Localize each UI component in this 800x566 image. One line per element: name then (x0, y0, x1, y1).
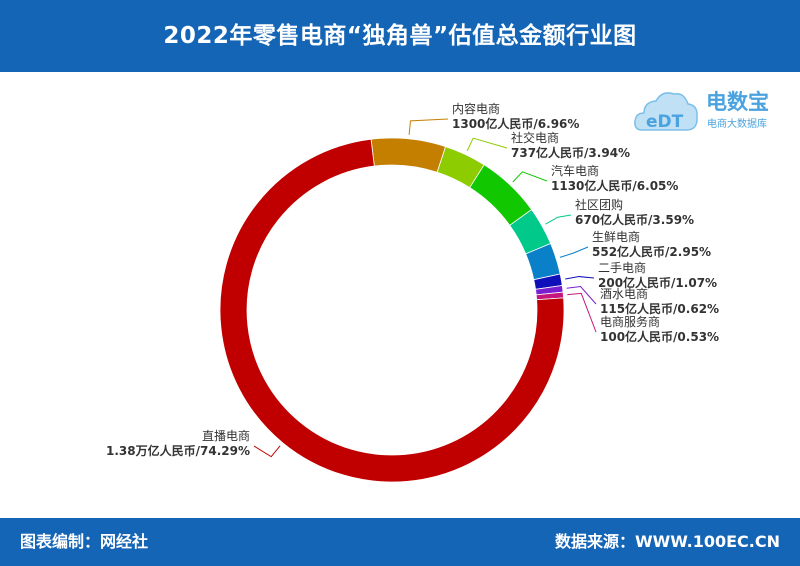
leader-line-2 (512, 171, 548, 183)
slice-label-value-7: 100亿人民币/0.53% (600, 329, 719, 344)
footer-credit: 图表编制：网经社 (20, 532, 149, 551)
logo-subtitle: 电商大数据库 (707, 119, 767, 130)
leader-line-0 (408, 118, 449, 135)
slice-label-value-0: 1300亿人民币/6.96% (452, 116, 579, 131)
leader-line-7 (567, 292, 597, 333)
slice-label-value-8: 1.38万亿人民币/74.29% (106, 443, 250, 458)
leader-line-3 (545, 214, 572, 225)
slice-label-name-7: 电商服务商 (600, 314, 660, 329)
slice-label-name-8: 直播电商 (202, 428, 250, 443)
slice-label-name-0: 内容电商 (452, 101, 500, 116)
slice-label-value-6: 115亿人民币/0.62% (600, 301, 719, 316)
leader-line-6 (566, 286, 597, 305)
slice-label-name-3: 社区团购 (575, 197, 623, 212)
leader-line-4 (559, 246, 589, 258)
slice-label-value-2: 1130亿人民币/6.05% (551, 178, 678, 193)
slice-label-value-1: 737亿人民币/3.94% (511, 145, 630, 160)
slice-label-name-6: 酒水电商 (600, 286, 648, 301)
slice-label-name-5: 二手电商 (598, 260, 646, 275)
footer-source: 数据来源：WWW.100EC.CN (554, 532, 780, 551)
slice-label-name-1: 社交电商 (511, 130, 559, 145)
logo-mark: eDT (646, 112, 684, 132)
leader-line-5 (565, 276, 595, 280)
cloud-logo-icon: eDT (634, 92, 698, 132)
slice-label-name-2: 汽车电商 (551, 163, 599, 178)
page-title: 2022年零售电商“独角兽”估值总金额行业图 (163, 23, 637, 49)
logo-name: 电数宝 (706, 90, 769, 114)
slice-label-value-4: 552亿人民币/2.95% (592, 244, 711, 259)
donut-slice-0 (370, 137, 447, 173)
footer-bar: 图表编制：网经社 数据来源：WWW.100EC.CN (0, 518, 800, 566)
header-bar (0, 0, 800, 72)
slice-label-value-3: 670亿人民币/3.59% (575, 212, 694, 227)
donut-slice-8 (219, 138, 565, 483)
slice-label-value-5: 200亿人民币/1.07% (598, 275, 717, 290)
leader-line-1 (466, 137, 508, 152)
leader-line-8 (253, 445, 281, 458)
slice-label-name-4: 生鲜电商 (592, 229, 640, 244)
